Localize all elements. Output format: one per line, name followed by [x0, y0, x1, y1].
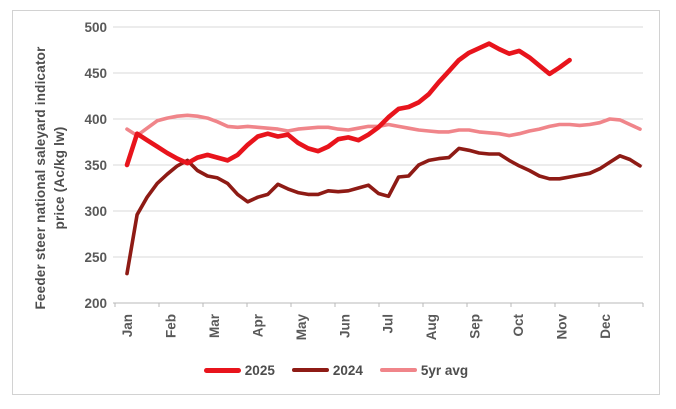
- x-month-label: Apr: [250, 313, 265, 337]
- y-tick-label: 500: [84, 20, 107, 35]
- x-month-label: May: [294, 314, 309, 341]
- legend: 2025 2024 5yr avg: [12, 361, 660, 379]
- y-tick-label: 350: [84, 158, 107, 173]
- x-month-label: Sep: [468, 314, 483, 339]
- y-tick-label: 400: [84, 112, 107, 127]
- x-month-label: Dec: [598, 314, 613, 339]
- legend-label-5yr-avg: 5yr avg: [420, 362, 469, 378]
- legend-item-2024: 2024: [291, 362, 363, 378]
- y-axis-title-line-2: price (Ac/kg lw): [52, 127, 67, 230]
- x-month-label: Oct: [511, 314, 526, 337]
- legend-label-2024: 2024: [332, 362, 363, 378]
- x-month-label: Jul: [381, 314, 396, 334]
- x-month-label: Aug: [424, 314, 439, 340]
- x-month-label: Mar: [207, 313, 222, 338]
- series-line-2024: [125, 146, 642, 276]
- y-tick-label: 250: [84, 250, 107, 265]
- y-tick-label: 200: [84, 296, 107, 311]
- y-axis-title-line-1: Feeder steer national saleyard indicator: [33, 46, 48, 310]
- series-line-2025: [124, 41, 572, 168]
- x-month-label: Nov: [555, 314, 570, 340]
- legend-label-2025: 2025: [244, 362, 275, 378]
- y-tick-label: 450: [84, 66, 107, 81]
- y-tick-label: 300: [84, 204, 107, 219]
- legend-swatch-2025: [203, 367, 241, 373]
- legend-item-5yr-avg: 5yr avg: [379, 362, 469, 378]
- legend-item-2025: 2025: [203, 362, 275, 378]
- x-month-label: Jun: [337, 314, 352, 338]
- x-month-label: Feb: [163, 314, 178, 338]
- legend-swatch-5yr-avg: [379, 368, 417, 372]
- x-month-label: Jan: [120, 314, 135, 337]
- legend-swatch-2024: [291, 368, 329, 372]
